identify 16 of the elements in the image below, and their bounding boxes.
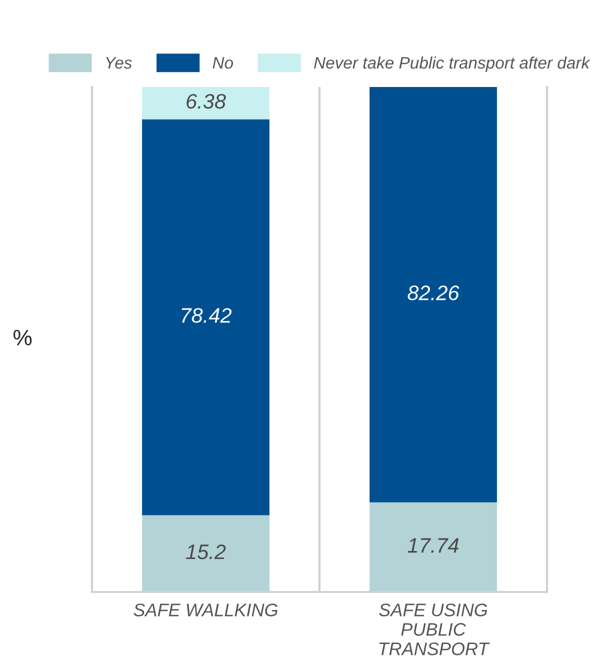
legend-label: Never take Public transport after dark (314, 56, 590, 72)
data-label: 78.42 (182, 308, 232, 323)
data-label: 6.38 (186, 94, 226, 109)
data-label: 17.74 (408, 538, 459, 553)
x-tick-label: SAFE USING PUBLIC TRANSPORT (379, 604, 490, 656)
bar (142, 87, 270, 120)
y-axis-title: % (13, 330, 32, 346)
legend-label: Yes (106, 57, 132, 69)
legend-label: No (212, 57, 234, 69)
bar (142, 515, 270, 592)
bar (370, 87, 497, 502)
x-tick-label: SAFE WALLKING (134, 604, 278, 616)
bar (142, 119, 270, 516)
data-label: 82.26 (408, 286, 460, 300)
bar (370, 502, 497, 592)
data-label: 15.2 (186, 544, 226, 560)
